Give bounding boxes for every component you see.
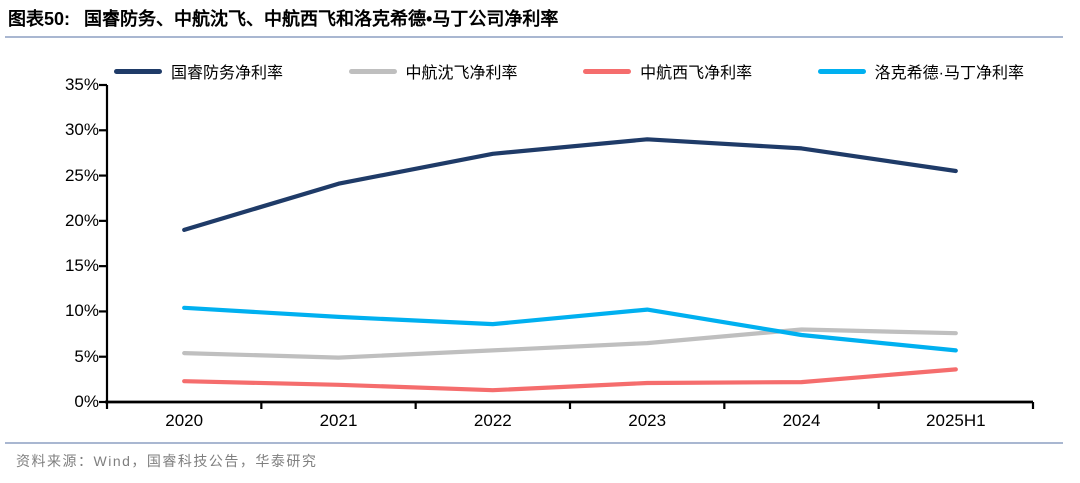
legend-label: 中航沈飞净利率 [405, 65, 518, 82]
y-tick-label: 10% [64, 301, 99, 321]
series-line [182, 327, 958, 360]
source-note: 资料来源：Wind，国睿科技公告，华泰研究 [16, 453, 318, 469]
footer-divider [5, 442, 1063, 444]
title-divider [5, 36, 1063, 38]
y-tick-label: 25% [64, 165, 99, 185]
series-line [182, 367, 958, 393]
y-tick-label: 0% [74, 392, 99, 411]
x-tick-label: 2021 [319, 411, 358, 430]
y-tick-label: 15% [64, 256, 99, 276]
y-tick-label: 35% [64, 75, 99, 94]
legend-swatch [583, 68, 632, 74]
x-tick-label: 2023 [628, 411, 667, 430]
legend-swatch [817, 68, 866, 74]
y-tick-label: 5% [74, 346, 99, 366]
x-tick-label: 2022 [473, 411, 512, 430]
chart-legend: 国睿防务净利率 中航沈飞净利率 中航西飞净利率 洛克希德·马丁净利率 [114, 59, 1024, 83]
figure-header: 图表50: 国睿防务、中航沈飞、中航西飞和洛克希德•马丁公司净利率 [8, 5, 1068, 31]
legend-label: 洛克希德·马丁净利率 [874, 65, 1024, 82]
legend-item: 洛克希德·马丁净利率 [817, 59, 1024, 83]
legend-swatch [114, 68, 162, 74]
legend-swatch [348, 68, 397, 74]
figure-title: 国睿防务、中航沈飞、中航西飞和洛克希德•马丁公司净利率 [84, 9, 559, 29]
y-tick-label: 20% [64, 210, 99, 230]
x-tick-label: 2024 [782, 411, 821, 430]
legend-item: 中航西飞净利率 [583, 59, 752, 83]
legend-item: 中航沈飞净利率 [348, 59, 518, 83]
figure-tag: 图表50: [8, 9, 71, 29]
x-tick-label: 2025H1 [926, 411, 986, 430]
legend-item: 国睿防务净利率 [114, 59, 283, 83]
legend-label: 国睿防务净利率 [171, 65, 284, 82]
x-tick-label: 2020 [165, 411, 204, 430]
legend-label: 中航西飞净利率 [640, 65, 753, 82]
y-tick-label: 30% [64, 120, 99, 140]
series-line [182, 305, 958, 353]
series-line [182, 137, 958, 232]
